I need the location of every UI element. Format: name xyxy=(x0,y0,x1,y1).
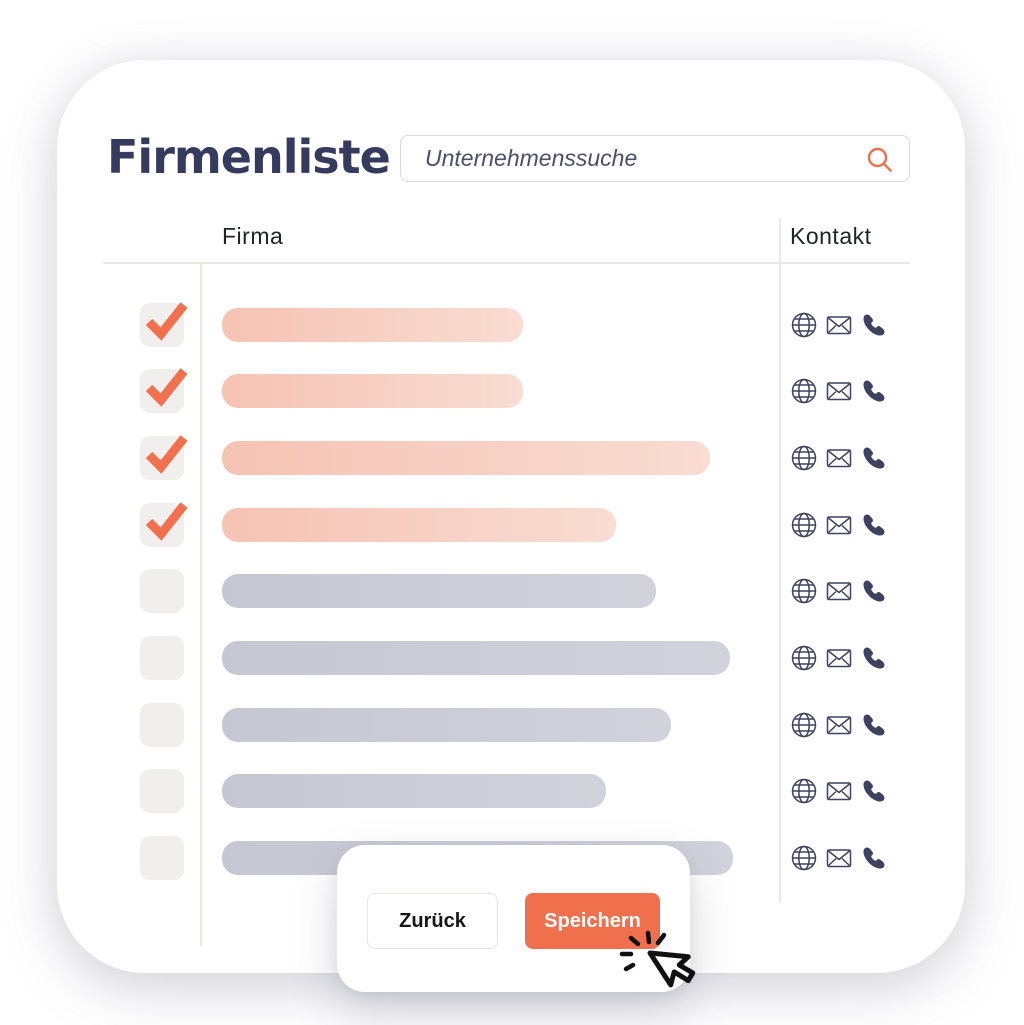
company-name-placeholder-bar xyxy=(222,374,523,408)
envelope-icon[interactable] xyxy=(825,644,853,672)
phone-icon[interactable] xyxy=(860,844,888,872)
phone-icon[interactable] xyxy=(860,311,888,339)
company-name-placeholder-bar xyxy=(222,708,671,742)
envelope-icon[interactable] xyxy=(825,444,853,472)
checkmark-icon xyxy=(145,302,188,341)
company-name-placeholder-bar xyxy=(222,641,730,675)
envelope-icon[interactable] xyxy=(825,777,853,805)
row-checkbox[interactable] xyxy=(140,703,184,747)
back-button[interactable]: Zurück xyxy=(367,893,498,949)
row-checkbox[interactable] xyxy=(140,302,188,347)
row-checkbox[interactable] xyxy=(140,502,188,547)
company-list-card: Firmenliste Firma Kontakt xyxy=(57,60,965,973)
globe-icon[interactable] xyxy=(790,511,818,539)
checkmark-icon xyxy=(145,502,188,541)
globe-icon[interactable] xyxy=(790,311,818,339)
table-row xyxy=(57,769,965,813)
company-name-placeholder-bar xyxy=(222,508,616,542)
globe-icon[interactable] xyxy=(790,711,818,739)
envelope-icon[interactable] xyxy=(825,511,853,539)
page-title: Firmenliste xyxy=(107,130,391,184)
action-panel: Zurück Speichern xyxy=(337,845,690,992)
table-row xyxy=(57,302,965,347)
contact-icons xyxy=(790,777,888,805)
contact-icons xyxy=(790,711,888,739)
row-checkbox[interactable] xyxy=(140,368,188,413)
phone-icon[interactable] xyxy=(860,777,888,805)
table-row xyxy=(57,502,965,547)
search-icon[interactable] xyxy=(866,146,893,173)
company-name-placeholder-bar xyxy=(222,774,606,808)
contact-icons xyxy=(790,644,888,672)
phone-icon[interactable] xyxy=(860,711,888,739)
contact-icons xyxy=(790,844,888,872)
column-header-firma: Firma xyxy=(222,223,284,249)
contact-icons xyxy=(790,577,888,605)
table-row xyxy=(57,703,965,747)
globe-icon[interactable] xyxy=(790,444,818,472)
phone-icon[interactable] xyxy=(860,444,888,472)
globe-icon[interactable] xyxy=(790,644,818,672)
contact-icons xyxy=(790,377,888,405)
column-divider-left xyxy=(200,262,202,946)
phone-icon[interactable] xyxy=(860,577,888,605)
company-name-placeholder-bar xyxy=(222,441,710,475)
company-name-placeholder-bar xyxy=(222,574,656,608)
envelope-icon[interactable] xyxy=(825,311,853,339)
globe-icon[interactable] xyxy=(790,777,818,805)
envelope-icon[interactable] xyxy=(825,844,853,872)
table-row xyxy=(57,569,965,613)
envelope-icon[interactable] xyxy=(825,711,853,739)
table-row xyxy=(57,435,965,480)
contact-icons xyxy=(790,511,888,539)
row-checkbox[interactable] xyxy=(140,769,184,813)
globe-icon[interactable] xyxy=(790,377,818,405)
envelope-icon[interactable] xyxy=(825,577,853,605)
column-divider-right xyxy=(779,218,781,903)
header-divider xyxy=(103,262,910,264)
row-checkbox[interactable] xyxy=(140,636,184,680)
checkmark-icon xyxy=(145,435,188,474)
row-checkbox[interactable] xyxy=(140,836,184,880)
table-row xyxy=(57,368,965,413)
search-box xyxy=(400,135,910,182)
search-input[interactable] xyxy=(401,136,909,181)
table-row xyxy=(57,636,965,680)
envelope-icon[interactable] xyxy=(825,377,853,405)
phone-icon[interactable] xyxy=(860,644,888,672)
contact-icons xyxy=(790,311,888,339)
row-checkbox[interactable] xyxy=(140,569,184,613)
column-header-kontakt: Kontakt xyxy=(790,223,872,249)
contact-icons xyxy=(790,444,888,472)
globe-icon[interactable] xyxy=(790,577,818,605)
company-name-placeholder-bar xyxy=(222,308,523,342)
phone-icon[interactable] xyxy=(860,377,888,405)
phone-icon[interactable] xyxy=(860,511,888,539)
checkmark-icon xyxy=(145,368,188,407)
row-checkbox[interactable] xyxy=(140,435,188,480)
save-button[interactable]: Speichern xyxy=(525,893,660,949)
globe-icon[interactable] xyxy=(790,844,818,872)
